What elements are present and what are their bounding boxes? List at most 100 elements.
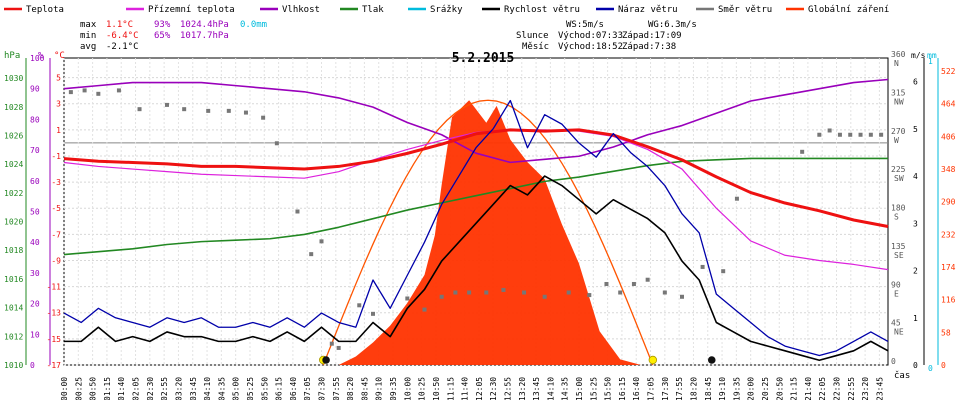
wind-speed-tick-label: 4 — [913, 172, 918, 181]
series-vlhkost — [63, 78, 889, 164]
temp-tick-label: -15 — [47, 335, 62, 344]
time-axis-label: čas — [894, 370, 910, 381]
wind-direction-point — [858, 132, 863, 137]
hpa-tick-label: 1024 — [4, 160, 23, 169]
time-tick-label: 10:50 — [432, 377, 441, 400]
sun-marker-icon — [648, 355, 658, 365]
wind-dir-tick-label: 0 — [891, 357, 896, 366]
wind-direction-point — [827, 128, 832, 133]
radiation-tick-label: 174 — [941, 263, 956, 272]
wind-direction-point — [405, 296, 410, 301]
legend-label: Směr větru — [718, 5, 772, 15]
wind-direction-point — [336, 345, 341, 350]
time-tick-label: 20:00 — [747, 377, 756, 400]
wind-dir-tick-label: 45 — [891, 319, 901, 328]
humidity-tick-label: 0 — [30, 361, 35, 370]
wind-direction-point — [542, 294, 547, 299]
humidity-tick-label: 10 — [30, 330, 40, 339]
temp-tick-label: 1 — [56, 126, 61, 135]
wind-direction-point — [295, 209, 300, 214]
time-tick-label: 23:20 — [861, 377, 870, 400]
time-tick-label: 22:05 — [818, 377, 827, 400]
temp-tick-label: -17 — [47, 361, 62, 370]
time-tick-label: 06:40 — [289, 377, 298, 400]
wind-direction-point — [618, 290, 623, 295]
time-tick-label: 16:40 — [632, 377, 641, 400]
legend-label: Rychlost větru — [504, 5, 580, 15]
time-tick-label: 01:15 — [103, 377, 112, 400]
time-tick-label: 05:00 — [232, 377, 241, 400]
radiation-tick-label: 348 — [941, 165, 956, 174]
temp-tick-label: 3 — [56, 100, 61, 109]
wind-direction-point — [662, 290, 667, 295]
wind-speed-tick-label: 0 — [913, 361, 918, 370]
wind-direction-point — [68, 90, 73, 95]
time-tick-label: 00:50 — [89, 377, 98, 400]
wind-dir-compass-label: SE — [894, 251, 904, 260]
wind-dir-compass-label: W — [894, 136, 899, 145]
time-tick-label: 22:30 — [833, 377, 842, 400]
chart-title: 5.2.2015 — [452, 51, 515, 66]
hpa-tick-label: 1028 — [4, 103, 23, 112]
time-tick-label: 08:45 — [360, 377, 369, 400]
wind-direction-point — [631, 281, 636, 286]
wind-direction-point — [868, 132, 873, 137]
time-tick-label: 14:10 — [546, 377, 555, 400]
time-tick-label: 19:35 — [732, 377, 741, 400]
temp-tick-label: -13 — [47, 309, 62, 318]
hpa-tick-label: 1016 — [4, 275, 23, 284]
wind-direction-point — [319, 239, 324, 244]
stat-min-label: min — [80, 31, 96, 41]
time-tick-label: 17:30 — [661, 377, 670, 400]
time-tick-label: 15:00 — [575, 377, 584, 400]
sun-label: Slunce — [516, 31, 549, 41]
rain-tick-label: 1 — [928, 57, 933, 66]
legend-label: Globální záření — [808, 5, 889, 15]
wind-direction-point — [721, 269, 726, 274]
hpa-tick-label: 1010 — [4, 361, 23, 370]
wind-speed-tick-label: 1 — [913, 314, 918, 323]
wind-dir-tick-label: 90 — [891, 280, 901, 289]
temp-tick-label: 5 — [56, 74, 61, 83]
time-tick-label: 09:35 — [389, 377, 398, 400]
stat-avg-label: avg — [80, 42, 96, 52]
time-tick-label: 11:40 — [461, 377, 470, 400]
time-tick-label: 21:40 — [804, 377, 813, 400]
stat-max-pressure: 1024.4hPa — [180, 20, 229, 30]
humidity-tick-label: 70 — [30, 146, 40, 155]
wind-dir-compass-label: NW — [894, 97, 904, 106]
stat-min-pressure: 1017.7hPa — [180, 31, 229, 41]
wind-dir-tick-label: 135 — [891, 242, 906, 251]
legend-label: Přízemní teplota — [148, 5, 235, 15]
rain-tick-label: 0 — [928, 364, 933, 373]
hpa-tick-label: 1018 — [4, 246, 23, 255]
moon-rise-time: Východ:18:52 — [558, 42, 623, 52]
wind-direction-point — [645, 277, 650, 282]
wind-direction-point — [165, 102, 169, 107]
time-tick-label: 03:45 — [189, 377, 198, 400]
wind-dir-compass-label: SW — [894, 174, 904, 183]
wind-speed-tick-label: 6 — [913, 78, 918, 87]
time-tick-label: 15:50 — [604, 377, 613, 400]
radiation-tick-label: 232 — [941, 230, 956, 239]
time-tick-label: 13:20 — [518, 377, 527, 400]
wind-direction-point — [274, 141, 279, 146]
temp-tick-label: -11 — [47, 283, 62, 292]
wind-direction-point — [82, 88, 87, 93]
humidity-tick-label: 80 — [30, 115, 40, 124]
wind-direction-point — [371, 311, 375, 316]
sun-rise-time: Východ:07:33 — [558, 31, 623, 41]
wind-direction-point — [501, 287, 506, 292]
temp-tick-label: -9 — [51, 256, 61, 265]
wind-direction-point — [261, 115, 266, 120]
humidity-tick-label: 50 — [30, 208, 40, 217]
time-tick-label: 12:55 — [503, 377, 512, 400]
time-tick-label: 20:25 — [761, 377, 770, 400]
wind-direction-point — [467, 290, 472, 295]
wind-direction-point — [453, 290, 458, 295]
wind-direction-point — [137, 107, 142, 112]
wind-dir-compass-label: E — [894, 289, 899, 298]
humidity-tick-label: 60 — [30, 177, 40, 186]
wind-direction-point — [206, 108, 211, 113]
